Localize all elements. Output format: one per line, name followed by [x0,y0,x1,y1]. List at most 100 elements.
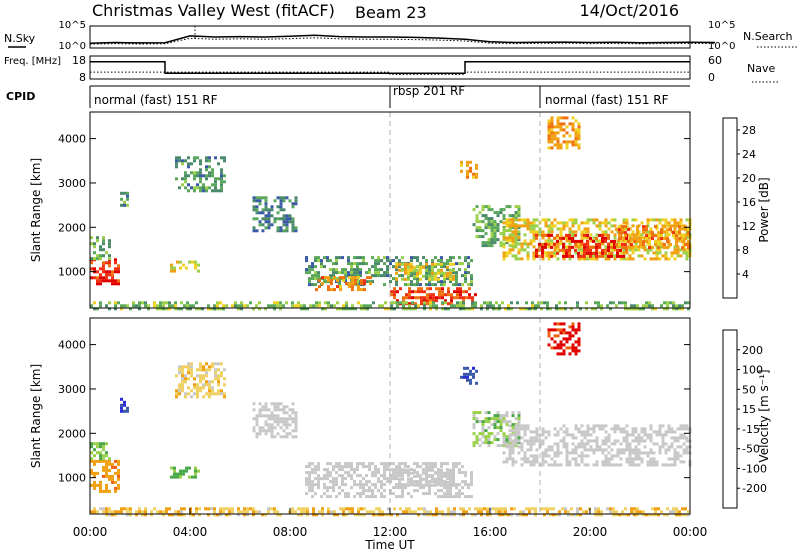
scatter-cell-14 [675,237,678,241]
scatter-cell-7 [449,477,452,481]
scatter-cell-16 [279,307,282,311]
scatter-cell-1 [93,245,96,249]
scatter-cell-12 [108,510,111,514]
freq-right-tick-top: 60 [708,54,722,67]
scatter-cell-6 [428,271,431,275]
scatter-cell-11 [556,334,560,338]
scatter-cell-16 [687,301,690,305]
scatter-cell-7 [327,285,330,289]
scatter-cell-9 [414,302,417,306]
scatter-cell-10 [556,463,560,467]
scatter-cell-16 [627,307,630,311]
scatter-cell-11 [496,238,500,242]
scatter-cell-16 [147,304,150,308]
scatter-cell-12 [514,254,518,258]
scatter-cell-11 [502,214,506,218]
scatter-cell-7 [333,276,336,280]
scatter-cell-10 [508,454,512,458]
scatter-cell-11 [577,337,581,341]
scatter-cell-10 [466,169,469,173]
scatter-cell-15 [571,116,575,120]
scatter-cell-16 [99,304,102,308]
scatter-cell-9 [444,299,447,303]
scatter-cell-16 [537,304,540,308]
scatter-cell-5 [285,417,289,421]
scatter-cell-3 [205,168,208,172]
scatter-cell-15 [574,131,578,135]
scatter-cell-15 [550,119,554,123]
scatter-cell-11 [499,220,503,224]
noise-left-tick-top: 10^5 [59,20,86,31]
scatter-cell-6 [416,489,419,493]
scatter-cell-10 [592,463,596,467]
scatter-cell-10 [574,427,578,431]
scatter-cell-12 [574,218,578,222]
scatter-cell-7 [354,282,357,286]
scatter-cell-3 [181,380,184,384]
scatter-cell-16 [396,304,399,308]
scatter-cell-1 [90,442,93,446]
scatter-cell-9 [402,296,405,300]
scatter-cell-11 [484,223,488,227]
scatter-cell-14 [642,240,645,244]
scatter-cell-5 [264,208,268,212]
scatter-cell-9 [405,293,408,297]
scatter-cell-10 [625,439,629,443]
scatter-cell-6 [365,465,368,469]
scatter-cell-6 [323,256,326,260]
scatter-cell-12 [598,224,602,228]
scatter-cell-11 [487,220,491,224]
scatter-cell-10 [649,448,653,452]
scatter-cell-12 [532,254,536,258]
scatter-cell-6 [410,283,413,287]
scatter-cell-13 [613,245,616,249]
scatter-cell-3 [217,392,220,396]
scatter-cell-6 [398,465,401,469]
scatter-cell-12 [676,245,680,249]
scatter-cell-12 [673,257,677,261]
scatter-cell-10 [511,463,515,467]
scatter-cell-6 [431,465,434,469]
scatter-cell-13 [574,242,577,246]
scatter-cell-14 [615,228,618,232]
scatter-cell-3 [181,183,184,187]
scatter-cell-13 [577,254,580,258]
scatter-cell-10 [625,442,629,446]
scatter-cell-10 [532,460,536,464]
scatter-cell-5 [252,402,256,406]
scatter-cell-6 [365,489,368,493]
scatter-cell-6 [440,283,443,287]
frequency-series [90,61,690,75]
scatter-cell-9 [502,432,506,436]
scatter-cell-10 [670,463,674,467]
scatter-cell-12 [556,221,560,225]
scatter-cell-2 [123,403,126,407]
scatter-cell-11 [547,334,551,338]
scatter-cell-2 [120,406,123,410]
scatter-cell-12 [622,257,626,261]
scatter-cell-0 [102,489,105,493]
scatter-cell-13 [607,236,610,240]
scatter-cell-5 [267,414,271,418]
scatter-cell-12 [162,510,165,514]
scatter-cell-3 [184,380,187,384]
scatter-cell-11 [499,208,503,212]
scatter-cell-6 [356,280,359,284]
scatter-cell-12 [655,248,659,252]
scatter-cell-8 [469,378,472,382]
scatter-cell-3 [196,395,199,399]
scatter-cell-6 [446,259,449,263]
scatter-cell-1 [108,239,111,243]
scatter-cell-6 [335,480,338,484]
scatter-cell-6 [455,283,458,287]
scatter-cell-12 [592,257,596,261]
scatter-cell-12 [207,507,210,511]
scatter-cell-10 [589,445,593,449]
scatter-cell-12 [387,507,390,511]
scatter-cell-6 [371,471,374,475]
scatter-cell-0 [105,483,108,487]
scatter-cell-4 [194,260,197,264]
scatter-cell-16 [561,307,564,311]
scatter-cell-6 [389,262,392,266]
scatter-cell-3 [196,383,199,387]
